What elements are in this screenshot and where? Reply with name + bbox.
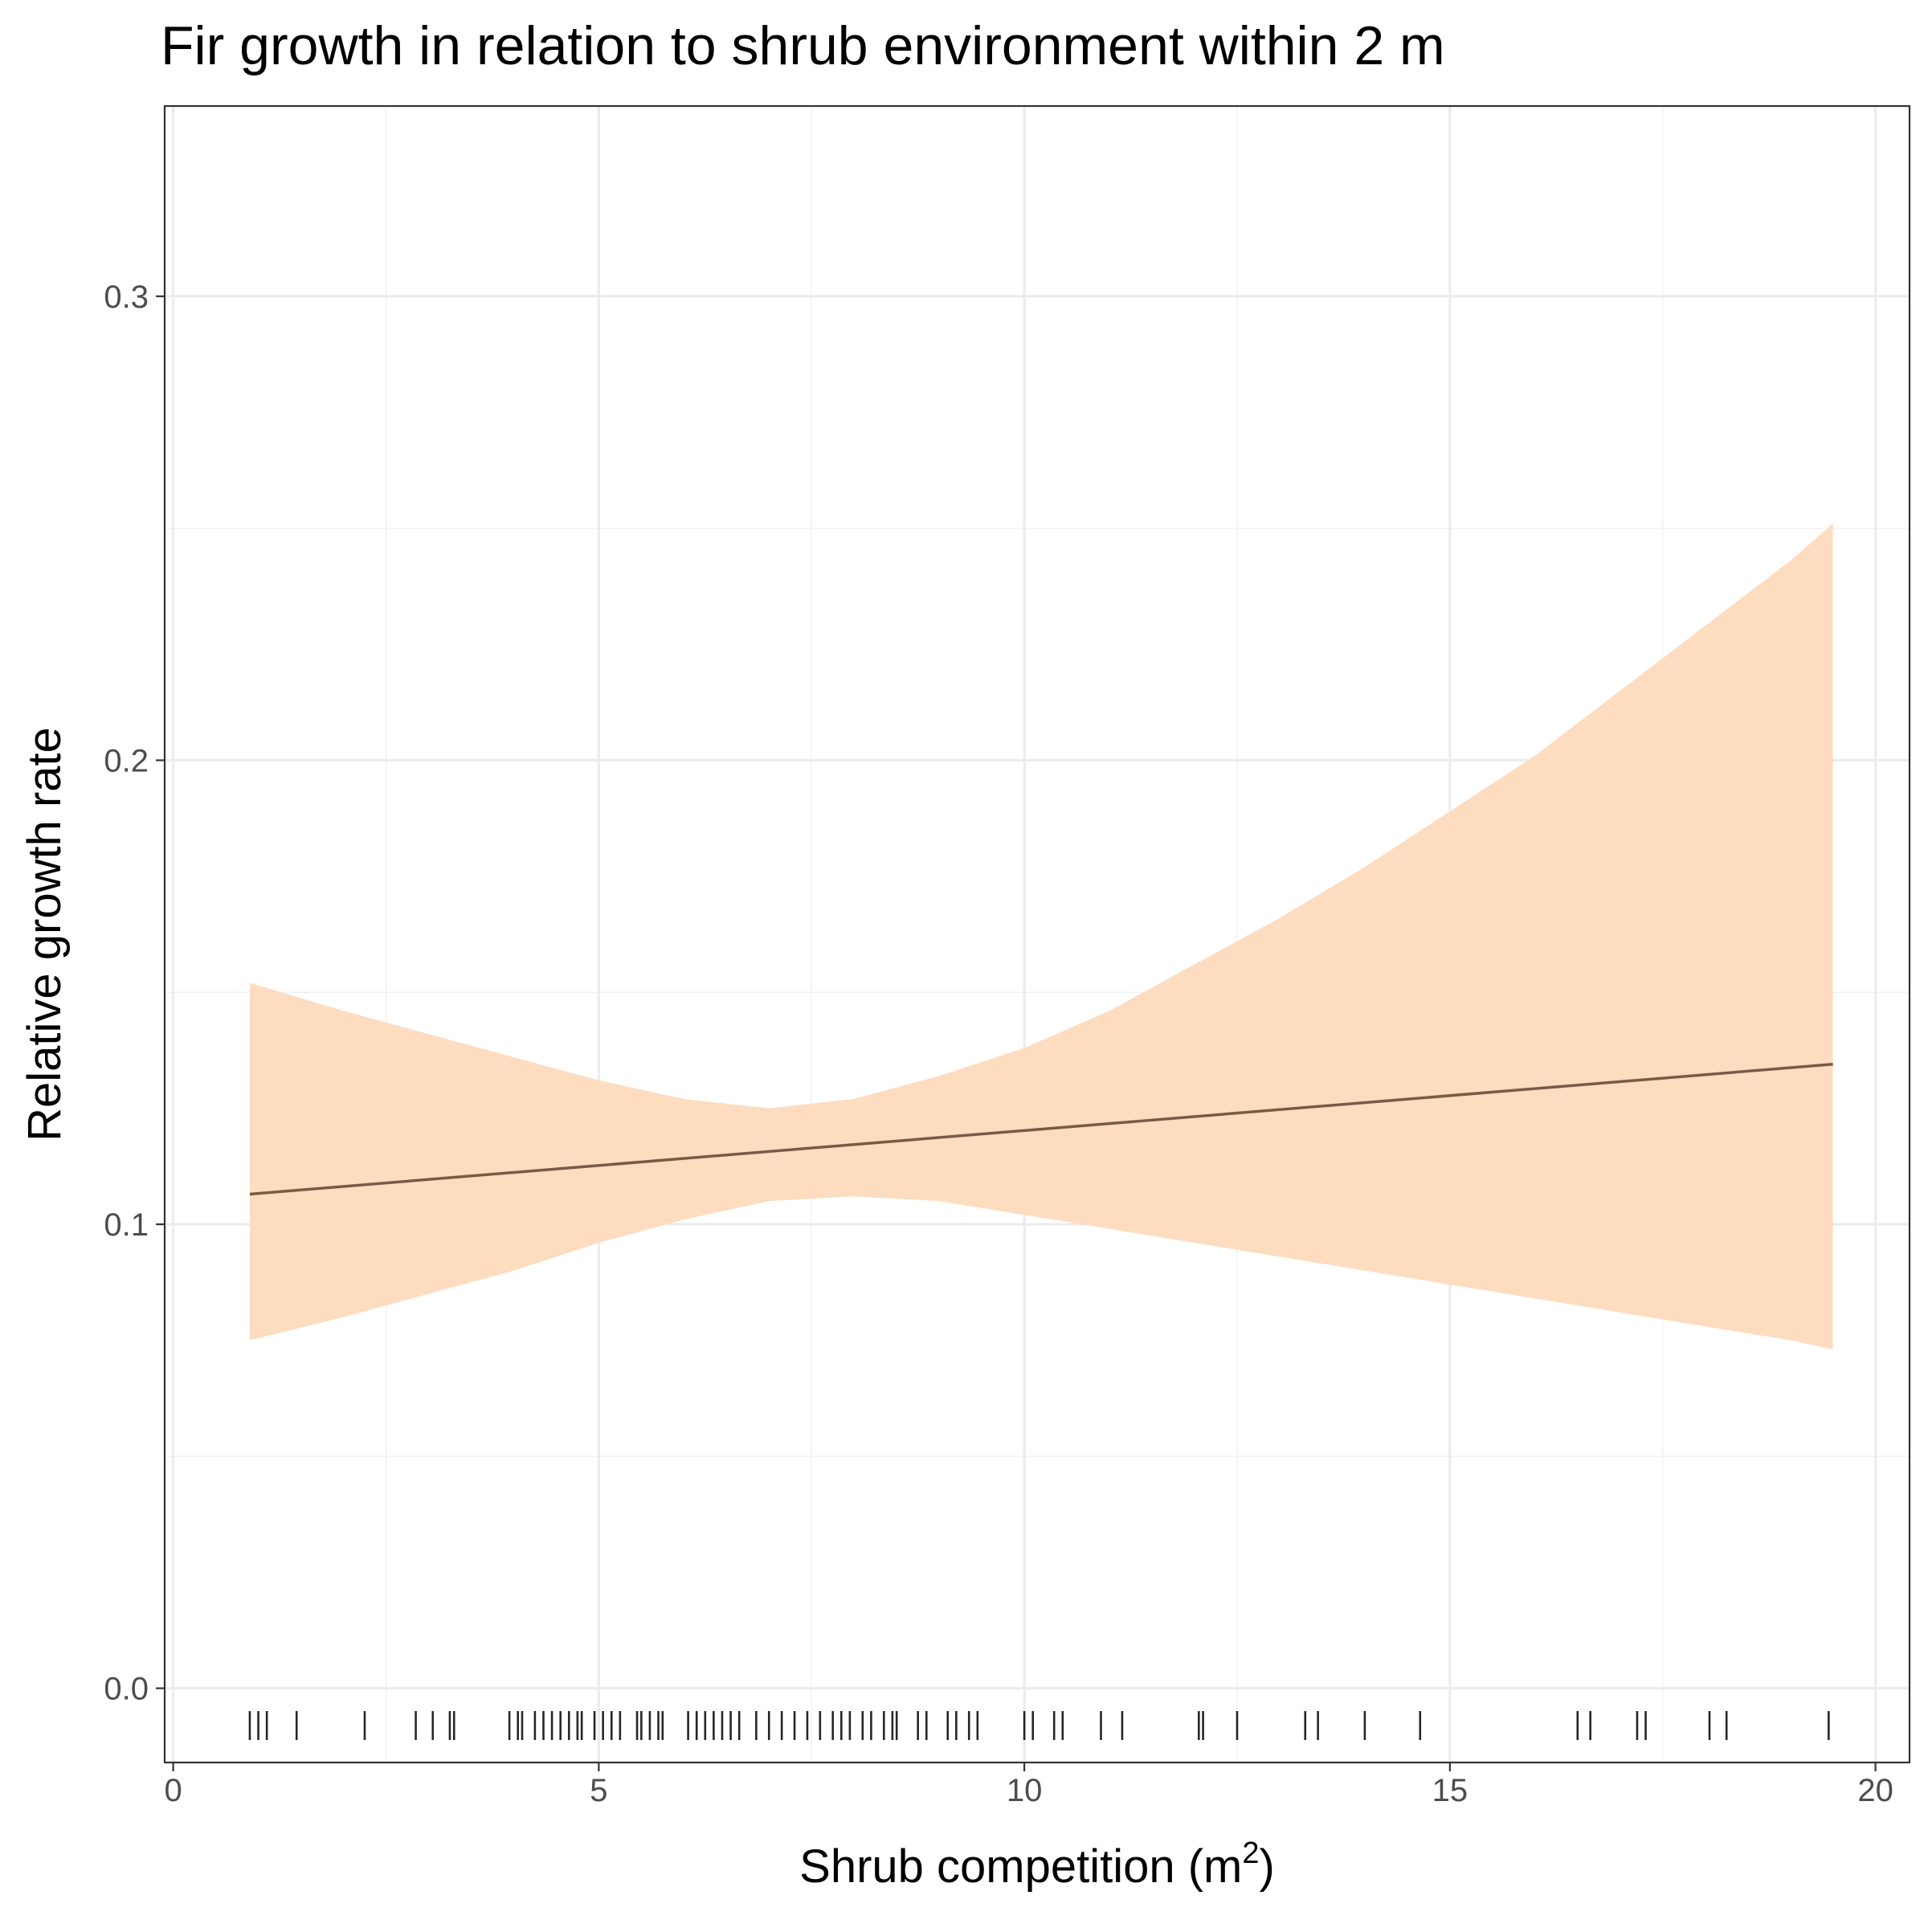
y-axis: 0.0 0.1 0.2 0.3 bbox=[104, 280, 165, 1707]
x-tick-label: 10 bbox=[1007, 1773, 1043, 1808]
x-axis: 0 5 10 15 20 bbox=[164, 1762, 1893, 1808]
plot-area bbox=[163, 104, 1911, 1764]
confidence-ribbon bbox=[250, 523, 1833, 1350]
x-tick-label: 20 bbox=[1857, 1773, 1893, 1808]
x-tick-label: 0 bbox=[164, 1773, 182, 1808]
x-axis-title-superscript: 2 bbox=[1242, 1836, 1259, 1870]
y-tick-label: 0.2 bbox=[104, 743, 149, 778]
x-tick-label: 15 bbox=[1432, 1773, 1468, 1808]
series-layer bbox=[249, 523, 1833, 1350]
x-axis-title-main: Shrub competition (m bbox=[799, 1840, 1242, 1893]
y-tick-label: 0.1 bbox=[104, 1207, 149, 1243]
x-axis-title: Shrub competition (m2) bbox=[799, 1836, 1275, 1893]
y-tick-label: 0.0 bbox=[104, 1672, 149, 1707]
y-axis-title: Relative growth rate bbox=[18, 727, 71, 1142]
chart-title: Fir growth in relation to shrub environm… bbox=[161, 15, 1445, 76]
x-tick-label: 5 bbox=[590, 1773, 607, 1808]
plot-border bbox=[163, 104, 1911, 1764]
fit-line bbox=[249, 1062, 1833, 1196]
y-tick-label: 0.3 bbox=[104, 280, 149, 315]
rug-layer bbox=[248, 1711, 1830, 1740]
x-axis-title-suffix: ) bbox=[1260, 1840, 1275, 1893]
